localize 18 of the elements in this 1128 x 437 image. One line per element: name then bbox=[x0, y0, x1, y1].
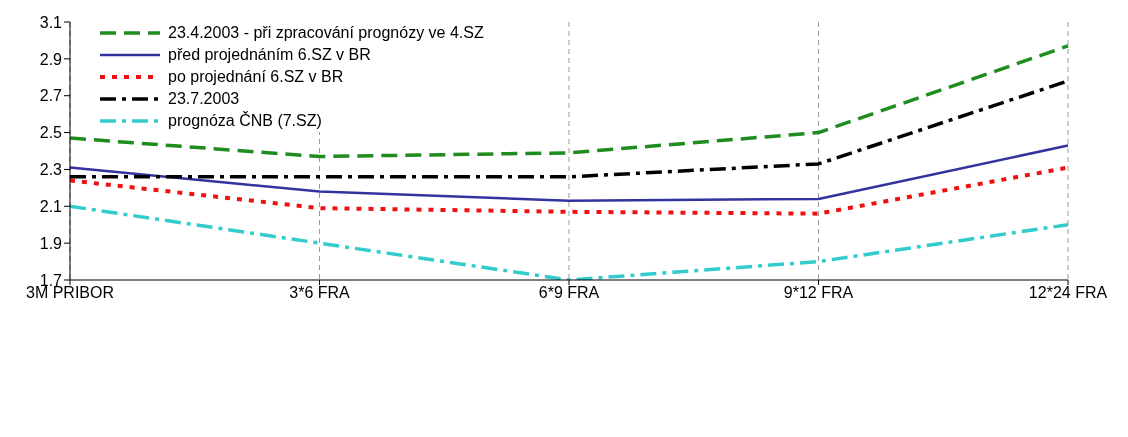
legend-label: 23.7.2003 bbox=[168, 90, 240, 108]
legend-label: před projednáním 6.SZ v BR bbox=[168, 46, 371, 64]
y-tick-label: 3.1 bbox=[39, 13, 63, 31]
x-tick-label: 12*24 FRA bbox=[1028, 284, 1108, 302]
y-tick-label: 2.7 bbox=[39, 87, 63, 105]
y-tick-label: 2.3 bbox=[39, 161, 63, 179]
line-series bbox=[68, 44, 1070, 159]
line-series bbox=[68, 144, 1070, 203]
y-tick-label: 2.5 bbox=[39, 124, 63, 142]
legend-label: po projednání 6.SZ v BR bbox=[168, 68, 344, 86]
x-tick-label: 6*9 FRA bbox=[538, 284, 600, 302]
x-tick-label: 3*6 FRA bbox=[289, 284, 351, 302]
legend-label: prognóza ČNB (7.SZ) bbox=[168, 112, 322, 130]
x-tick-label: 9*12 FRA bbox=[783, 284, 854, 302]
y-tick-label: 2.1 bbox=[39, 197, 63, 215]
legend-label: 23.4.2003 - při zpracování prognózy ve 4.SZ bbox=[168, 24, 484, 42]
y-tick-label: 1.9 bbox=[39, 234, 63, 252]
y-tick-label: 2.9 bbox=[39, 50, 63, 68]
